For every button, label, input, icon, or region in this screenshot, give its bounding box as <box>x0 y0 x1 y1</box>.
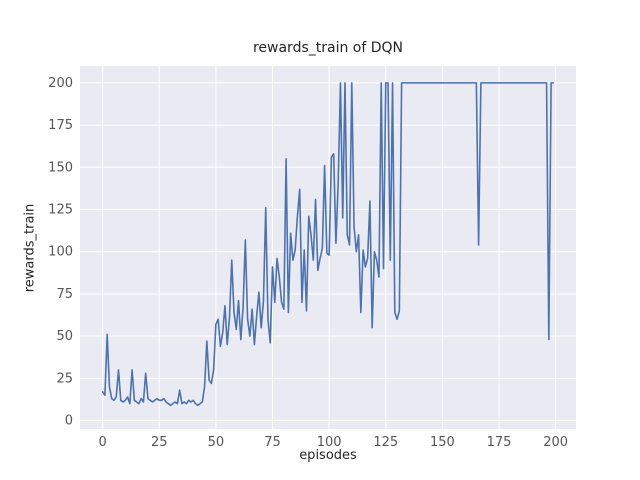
y-tick-label: 200 <box>48 76 73 91</box>
x-tick-label: 25 <box>151 435 168 450</box>
x-tick-label: 175 <box>487 435 512 450</box>
y-tick-label: 50 <box>56 329 73 344</box>
series-line <box>101 82 555 407</box>
y-tick-label: 75 <box>56 287 73 302</box>
y-tick-label: 125 <box>48 203 73 218</box>
x-tick-label: 100 <box>317 435 342 450</box>
y-tick-label: 0 <box>65 414 73 429</box>
y-tick-label: 150 <box>48 160 73 175</box>
x-axis-label: episodes <box>299 448 357 463</box>
x-tick-label: 50 <box>208 435 225 450</box>
x-tick-label: 0 <box>99 435 107 450</box>
y-tick-label: 100 <box>48 245 73 260</box>
y-tick-label: 25 <box>56 371 73 386</box>
x-tick-label: 125 <box>373 435 398 450</box>
x-tick-label: 75 <box>264 435 281 450</box>
x-tick-label: 200 <box>543 435 568 450</box>
plot-background <box>80 66 576 429</box>
chart-title: rewards_train of DQN <box>252 40 404 56</box>
y-axis-label: rewards_train <box>22 203 38 293</box>
y-tick-label: 175 <box>48 118 73 133</box>
x-tick-label: 150 <box>430 435 455 450</box>
